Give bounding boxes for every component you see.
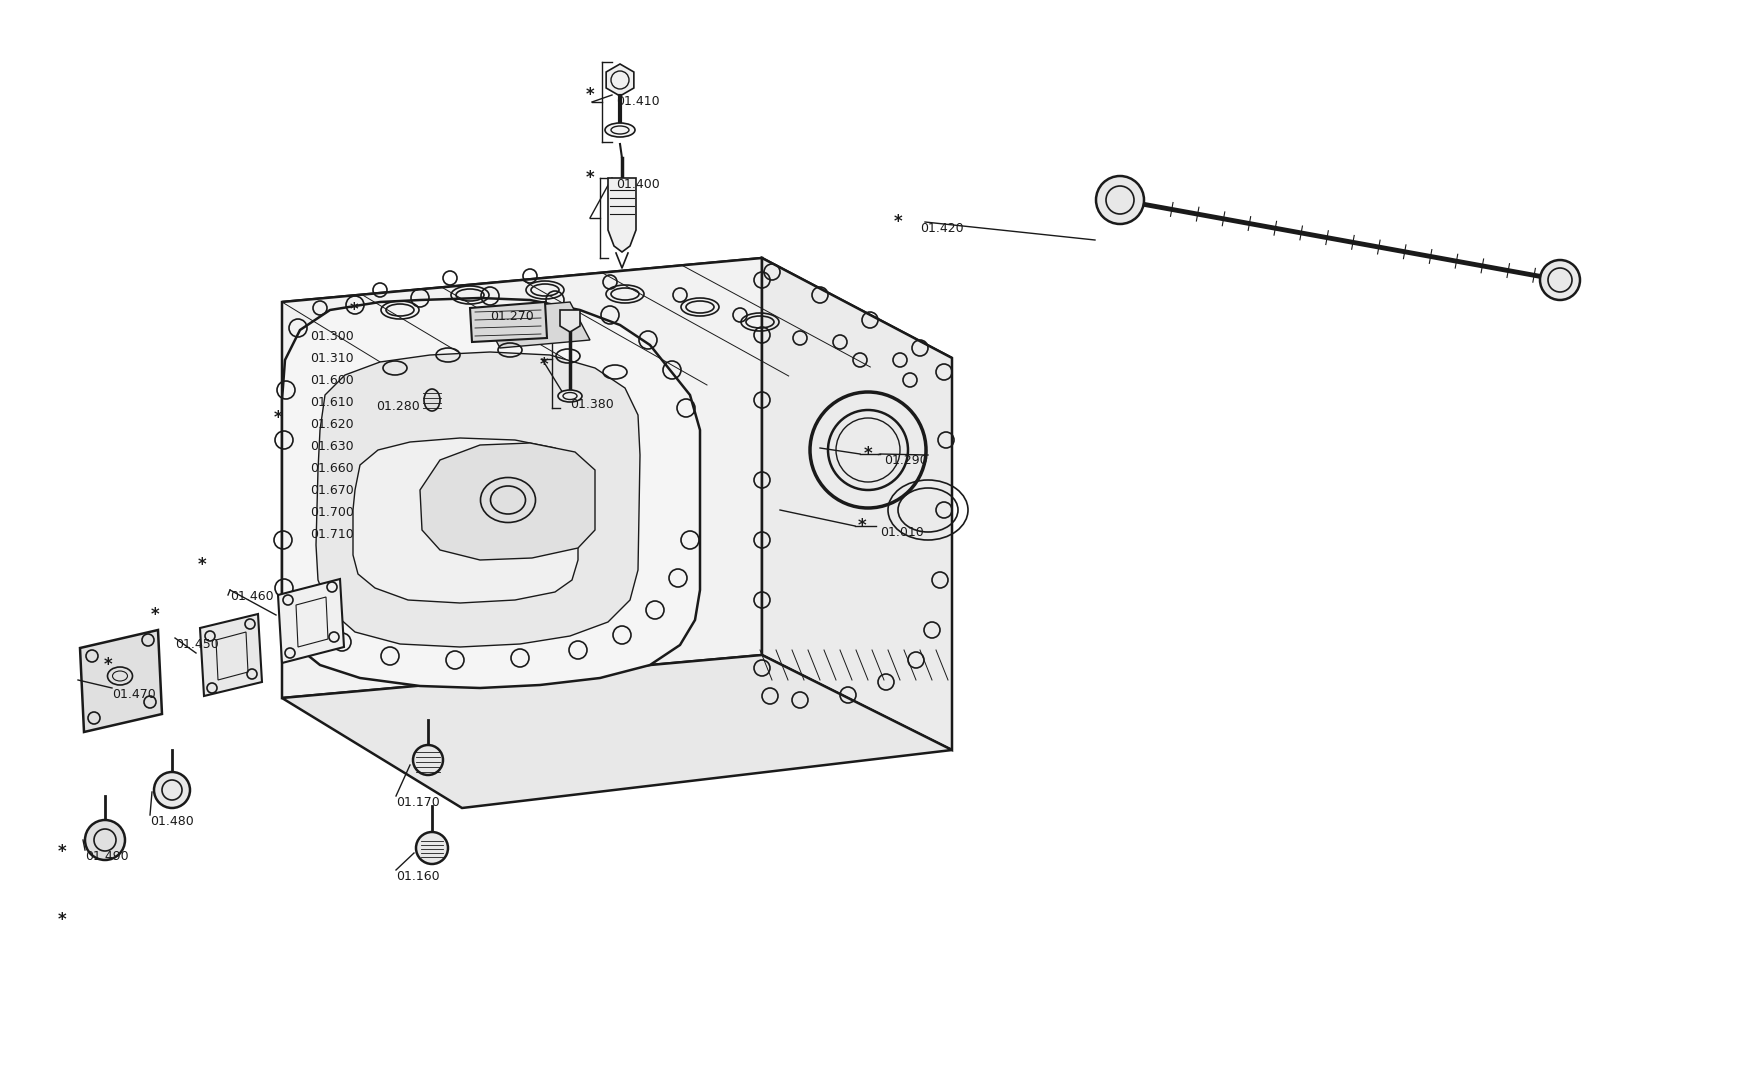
Polygon shape <box>282 655 952 808</box>
Text: *: * <box>103 656 112 674</box>
Text: 01.410: 01.410 <box>616 95 660 108</box>
Text: 01.450: 01.450 <box>175 638 219 651</box>
Text: 01.400: 01.400 <box>616 178 660 191</box>
Ellipse shape <box>558 390 583 402</box>
Polygon shape <box>560 310 579 332</box>
Text: *: * <box>58 843 66 861</box>
Text: *: * <box>273 409 282 427</box>
Circle shape <box>86 820 124 860</box>
Circle shape <box>413 744 443 775</box>
Text: *: * <box>894 213 903 231</box>
Polygon shape <box>80 630 163 732</box>
Text: 01.670: 01.670 <box>310 484 354 497</box>
Text: 01.480: 01.480 <box>150 815 194 828</box>
Text: 01.630: 01.630 <box>310 440 354 453</box>
Polygon shape <box>354 438 578 603</box>
Polygon shape <box>282 258 952 412</box>
Text: *: * <box>198 556 206 574</box>
Text: *: * <box>350 301 359 319</box>
Polygon shape <box>420 443 595 560</box>
Text: 01.460: 01.460 <box>229 590 273 603</box>
Polygon shape <box>480 302 590 348</box>
Polygon shape <box>282 258 761 698</box>
Text: *: * <box>858 517 866 535</box>
Ellipse shape <box>424 389 439 411</box>
Text: 01.380: 01.380 <box>570 398 614 411</box>
Text: 01.310: 01.310 <box>310 352 354 365</box>
Polygon shape <box>282 298 700 688</box>
Circle shape <box>154 772 191 808</box>
Text: *: * <box>586 86 595 104</box>
Text: 01.010: 01.010 <box>880 526 924 538</box>
Text: 01.290: 01.290 <box>884 455 928 467</box>
Polygon shape <box>200 614 262 697</box>
Polygon shape <box>278 579 345 663</box>
Text: *: * <box>150 606 159 623</box>
Text: *: * <box>864 445 872 463</box>
Text: 01.420: 01.420 <box>920 222 964 235</box>
Ellipse shape <box>606 123 635 137</box>
Polygon shape <box>607 178 635 252</box>
Circle shape <box>1540 261 1580 300</box>
Text: *: * <box>586 169 595 187</box>
Polygon shape <box>606 64 634 96</box>
Text: 01.620: 01.620 <box>310 417 354 431</box>
Text: 01.610: 01.610 <box>310 396 354 409</box>
Circle shape <box>1096 175 1144 225</box>
Text: 01.170: 01.170 <box>396 796 439 809</box>
Polygon shape <box>317 352 640 647</box>
Text: 01.600: 01.600 <box>310 374 354 387</box>
Text: 01.270: 01.270 <box>490 310 534 323</box>
Text: 01.470: 01.470 <box>112 688 156 701</box>
Text: 01.700: 01.700 <box>310 506 354 519</box>
Polygon shape <box>471 302 548 342</box>
Text: 01.710: 01.710 <box>310 528 354 541</box>
Text: 01.300: 01.300 <box>310 330 354 343</box>
Text: *: * <box>58 911 66 929</box>
Text: 01.660: 01.660 <box>310 462 354 475</box>
Text: 01.280: 01.280 <box>376 400 420 413</box>
Circle shape <box>416 832 448 864</box>
Text: 01.160: 01.160 <box>396 870 439 883</box>
Text: *: * <box>539 356 548 374</box>
Text: 01.490: 01.490 <box>86 850 130 863</box>
Polygon shape <box>761 258 952 750</box>
